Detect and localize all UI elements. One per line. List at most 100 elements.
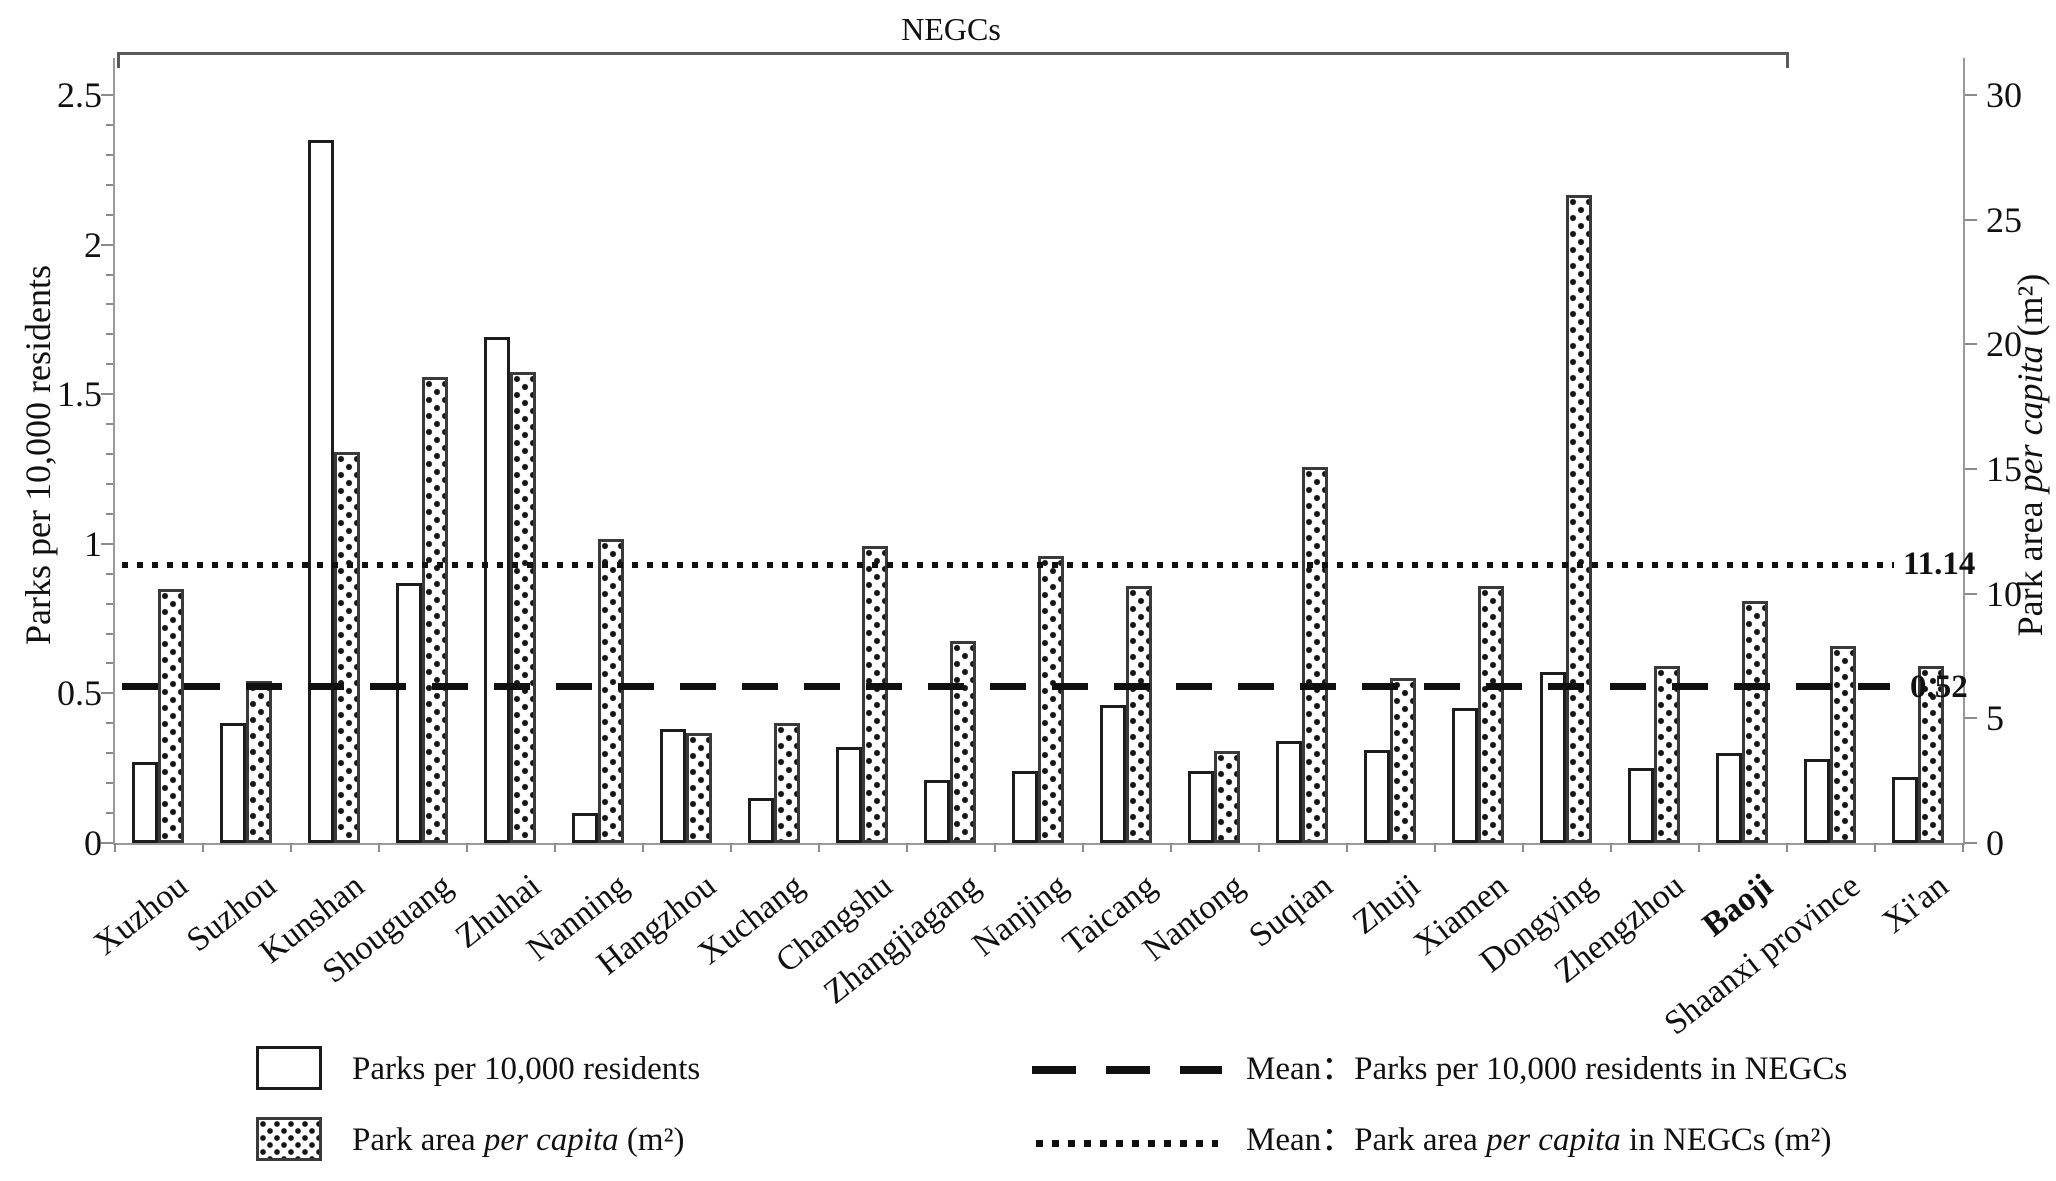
bracket-title: NEGCs bbox=[901, 11, 1001, 47]
left-axis-tick-label: 2.5 bbox=[57, 75, 102, 115]
right-axis-tick-label: 20 bbox=[1986, 324, 2022, 365]
bar-parks-kunshan bbox=[308, 139, 334, 843]
right-axis-major-tick bbox=[1965, 592, 1977, 595]
left-axis-tick-label: 1 bbox=[84, 523, 102, 564]
bar-parks-taicang bbox=[1100, 705, 1126, 843]
left-axis-tick-label: 1.5 bbox=[57, 374, 102, 415]
left-axis-minor-tick bbox=[106, 812, 113, 815]
bar-park-area-nanjing bbox=[1038, 556, 1064, 843]
x-axis-tick bbox=[1082, 843, 1084, 852]
legend-label-parks-bar: Parks per 10,000 residents bbox=[352, 1049, 700, 1089]
bar-parks-xiamen bbox=[1452, 708, 1478, 843]
x-axis-tick bbox=[378, 843, 380, 852]
legend-park-area-prefix: Park area bbox=[352, 1122, 484, 1158]
bar-park-area-xiamen bbox=[1478, 586, 1504, 843]
left-axis-minor-tick bbox=[106, 183, 113, 186]
legend-mean-area-italic: per capita bbox=[1486, 1122, 1621, 1158]
legend-parks-text: Parks per 10,000 residents bbox=[352, 1051, 701, 1087]
legend-label-park-area-bar: Park area per capita (m²) bbox=[352, 1120, 684, 1160]
x-axis-tick bbox=[818, 843, 820, 852]
right-axis-major-tick bbox=[1965, 94, 1977, 96]
right-axis-tick-label: 10 bbox=[1986, 573, 2022, 614]
left-axis-tick-label: 0 bbox=[84, 823, 102, 863]
legend-mean-area-prefix: Mean：Park area bbox=[1246, 1122, 1487, 1158]
x-axis-tick bbox=[466, 843, 468, 852]
left-axis-minor-tick bbox=[106, 512, 113, 515]
bar-parks-xuzhou bbox=[132, 762, 158, 843]
right-axis-title-prefix: Park area bbox=[2010, 492, 2050, 637]
left-axis-tick-label: 0.5 bbox=[57, 673, 102, 714]
right-axis-major-tick bbox=[1965, 218, 1977, 221]
bar-park-area-zhangjiagang bbox=[950, 641, 976, 843]
left-axis-line bbox=[113, 58, 115, 843]
right-axis-major-tick bbox=[1965, 468, 1977, 470]
left-axis-major-tick bbox=[101, 94, 113, 96]
x-axis-tick bbox=[1698, 843, 1700, 852]
x-axis-tick bbox=[730, 843, 732, 852]
bar-parks-zhuhai bbox=[484, 337, 510, 843]
bar-park-area-xuzhou bbox=[158, 588, 184, 843]
bar-parks-dongying bbox=[1540, 672, 1566, 843]
left-axis-minor-tick bbox=[106, 273, 113, 276]
x-axis-label-suqian: Suqian bbox=[1241, 867, 1340, 955]
bar-parks-zhangjiagang bbox=[924, 780, 950, 843]
right-axis-tick-label: 15 bbox=[1986, 449, 2022, 489]
bar-park-area-shouguang bbox=[422, 376, 448, 843]
x-axis-label-xuzhou: Xuzhou bbox=[87, 867, 196, 963]
x-axis-tick bbox=[906, 843, 908, 852]
bar-park-area-dongying bbox=[1566, 194, 1592, 843]
left-axis-major-tick bbox=[101, 842, 113, 844]
x-axis-tick bbox=[114, 843, 116, 852]
x-axis-tick bbox=[1258, 843, 1260, 852]
x-axis-tick bbox=[642, 843, 644, 852]
bar-park-area-zhengzhou bbox=[1654, 665, 1680, 843]
bar-park-area-nanning bbox=[598, 538, 624, 843]
x-axis-tick bbox=[1610, 843, 1612, 852]
left-axis-minor-tick bbox=[106, 572, 113, 575]
left-axis-major-tick bbox=[101, 243, 113, 246]
x-axis-tick bbox=[1522, 843, 1524, 852]
bar-park-area-xi-an bbox=[1918, 665, 1944, 843]
bar-parks-changshu bbox=[836, 747, 862, 843]
legend-park-area-suffix: (m²) bbox=[618, 1122, 685, 1158]
left-axis-minor-tick bbox=[106, 632, 113, 635]
mean-parks-value-label: 0.52 bbox=[1910, 669, 1968, 706]
bar-park-area-zhuji bbox=[1390, 678, 1416, 843]
bar-parks-shouguang bbox=[396, 582, 422, 843]
left-axis-minor-tick bbox=[106, 363, 113, 366]
right-axis-line bbox=[1963, 58, 1965, 843]
bar-park-area-suqian bbox=[1302, 466, 1328, 843]
right-axis-tick-label: 25 bbox=[1986, 199, 2022, 240]
bar-parks-suzhou bbox=[220, 723, 246, 843]
left-axis-minor-tick bbox=[106, 453, 113, 456]
bar-parks-nanjing bbox=[1012, 771, 1038, 843]
bar-parks-xi-an bbox=[1892, 777, 1918, 843]
legend-label-mean-parks: Mean：Parks per 10,000 residents in NEGCs bbox=[1246, 1049, 1847, 1089]
mean-line-park-area-dotted bbox=[122, 562, 1894, 569]
right-axis-tick-label: 30 bbox=[1986, 75, 2022, 115]
right-axis-major-tick bbox=[1965, 842, 1977, 844]
x-axis-tick bbox=[554, 843, 556, 852]
mean-line-parks-dashed bbox=[122, 683, 1890, 691]
bar-parks-baoji bbox=[1716, 753, 1742, 843]
bar-parks-hangzhou bbox=[660, 729, 686, 843]
bar-parks-nantong bbox=[1188, 771, 1214, 843]
left-axis-minor-tick bbox=[106, 542, 113, 545]
left-axis-minor-tick bbox=[106, 303, 113, 306]
bar-park-area-taicang bbox=[1126, 586, 1152, 843]
right-axis-tick-label: 5 bbox=[1986, 698, 2004, 739]
legend-park-area-italic: per capita bbox=[483, 1122, 619, 1158]
bar-park-area-kunshan bbox=[334, 451, 360, 843]
bar-park-area-baoji bbox=[1742, 601, 1768, 843]
left-axis-minor-tick bbox=[106, 602, 113, 605]
x-axis-tick bbox=[1874, 843, 1876, 852]
bar-parks-nanning bbox=[572, 813, 598, 843]
legend-sample-dashed-line bbox=[1032, 1066, 1222, 1074]
left-axis-minor-tick bbox=[106, 333, 113, 336]
bar-parks-zhengzhou bbox=[1628, 768, 1654, 843]
right-axis-tick-label: 0 bbox=[1986, 823, 2004, 863]
x-axis-label-xi-an: Xi'an bbox=[1875, 867, 1956, 941]
x-axis-tick bbox=[1434, 843, 1436, 852]
left-axis-minor-tick bbox=[106, 752, 113, 755]
